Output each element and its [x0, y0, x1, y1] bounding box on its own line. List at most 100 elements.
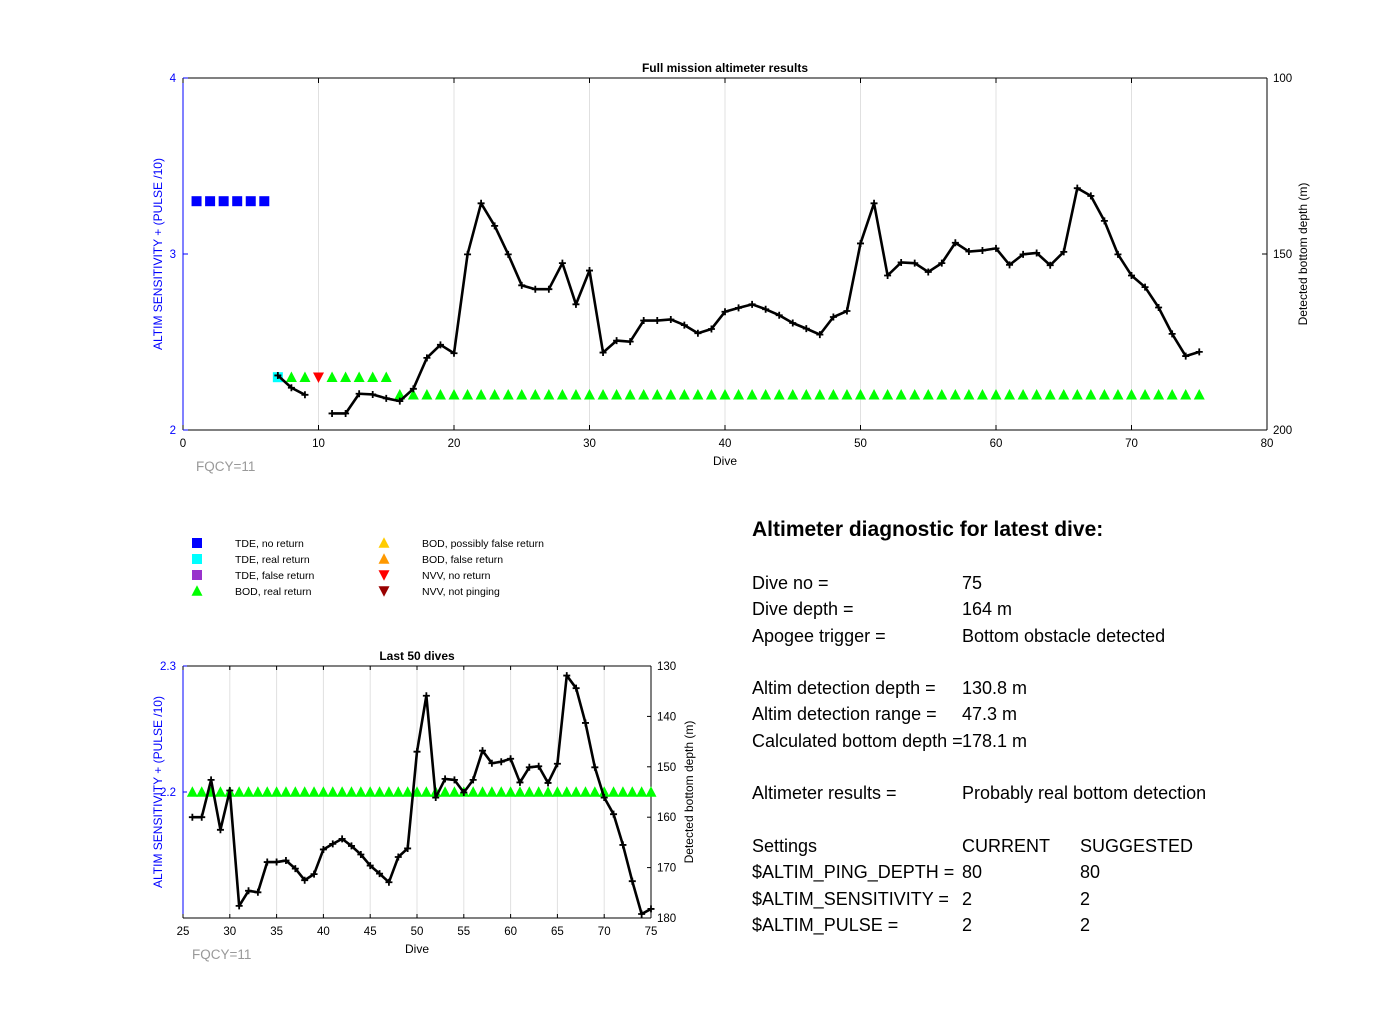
- depth-point: [680, 321, 688, 329]
- results-label: Altimeter results =: [752, 783, 897, 804]
- marker-point: [374, 786, 386, 797]
- marker-point: [252, 786, 264, 797]
- legend-label: BOD, real return: [235, 586, 312, 598]
- depth-point: [235, 902, 243, 910]
- altim-range-label: Altim detection range =: [752, 704, 937, 725]
- diagnostic-title: Altimeter diagnostic for latest dive:: [752, 518, 1104, 541]
- marker-point: [760, 389, 772, 400]
- marker-point: [551, 786, 563, 797]
- y-right-tick-label: 150: [657, 762, 676, 774]
- marker-point: [570, 389, 582, 400]
- main-chart: 0 10 20 30 40 50 60 70 80 2 3 4 100 150 200 Full missio…: [151, 61, 1310, 474]
- marker-point: [434, 389, 446, 400]
- depth-point: [600, 794, 608, 802]
- depth-point: [610, 810, 618, 818]
- depth-point: [245, 887, 253, 895]
- marker-point: [1166, 389, 1178, 400]
- altim-depth-value: 130.8 m: [962, 678, 1028, 699]
- x-tick-label: 70: [598, 926, 611, 938]
- marker-point: [340, 371, 352, 382]
- depth-point: [1100, 217, 1108, 225]
- depth-point: [653, 317, 661, 325]
- y-right-tick-label: 150: [1273, 249, 1292, 261]
- y-right-tick-label: 140: [657, 711, 676, 723]
- depth-point: [504, 250, 512, 258]
- depth-point: [1060, 248, 1068, 256]
- depth-point: [207, 776, 215, 784]
- marker-point: [746, 389, 758, 400]
- x-tick-label: 35: [270, 926, 283, 938]
- legend-label: NVV, no return: [422, 570, 491, 582]
- y-right-tick-label: 160: [657, 812, 676, 824]
- marker-point: [477, 786, 489, 797]
- marker-point: [1126, 389, 1137, 400]
- marker-point: [317, 786, 329, 797]
- x-tick-label: 50: [411, 926, 424, 938]
- legend-marker: [378, 586, 390, 597]
- marker-point: [392, 786, 404, 797]
- depth-point: [581, 719, 589, 727]
- marker-point: [308, 786, 320, 797]
- settings-label: Settings: [752, 835, 818, 856]
- depth-point: [735, 304, 743, 312]
- x-tick-label: 45: [364, 926, 377, 938]
- marker-point: [245, 196, 256, 207]
- fqcy-footnote: FQCY=11: [192, 947, 251, 962]
- marker-point: [218, 196, 229, 207]
- apogee-label: Apogee trigger =: [752, 625, 886, 646]
- depth-point: [762, 305, 770, 313]
- depth-point: [464, 250, 472, 258]
- depth-point: [924, 268, 932, 276]
- depth-point: [613, 337, 621, 345]
- marker-point: [289, 786, 301, 797]
- x-tick-label: 70: [1125, 438, 1138, 450]
- y-left-axis-label: ALTIM SENSITIVITY + (PULSE /10): [151, 158, 165, 350]
- legend-label: TDE, no return: [235, 538, 304, 550]
- y-left-tick-label: 2.2: [160, 787, 176, 799]
- marker-point: [1031, 389, 1043, 400]
- last50-chart: 25 30 35 40 45 50 55 60 65 70 75 2.2 2.3 130 140 150 160…: [151, 649, 696, 962]
- marker-point: [949, 389, 961, 400]
- marker-point: [542, 786, 554, 797]
- depth-point: [1006, 261, 1014, 269]
- marker-point: [353, 371, 365, 382]
- marker-point: [1058, 389, 1070, 400]
- marker-point: [421, 389, 433, 400]
- suggested-label: SUGGESTED: [1080, 835, 1194, 856]
- chart-title: Last 50 dives: [379, 649, 455, 663]
- legend-marker: [378, 537, 390, 548]
- legend-marker: [192, 554, 202, 564]
- depth-point: [829, 313, 837, 321]
- depth-point: [347, 842, 355, 850]
- setting-name: $ALTIM_PING_DEPTH =: [752, 862, 955, 883]
- depth-point: [857, 239, 864, 247]
- marker-point: [1017, 389, 1029, 400]
- depth-point: [951, 239, 959, 247]
- altim-depth-row: Altim detection depth = 130.8 m: [752, 675, 1392, 701]
- x-tick-label: 75: [645, 926, 658, 938]
- depth-point: [1046, 261, 1054, 269]
- altim-range-value: 47.3 m: [962, 704, 1018, 725]
- results-row: Altimeter results = Probably real bottom…: [752, 780, 1392, 806]
- marker-point: [651, 389, 663, 400]
- depth-point: [385, 878, 393, 886]
- marker-point: [597, 389, 609, 400]
- depth-point: [647, 905, 655, 913]
- depth-point: [188, 813, 196, 821]
- legend-label: BOD, possibly false return: [422, 538, 544, 550]
- marker-point: [214, 786, 226, 797]
- marker-point: [448, 389, 460, 400]
- marker-point: [598, 786, 610, 797]
- depth-point: [897, 258, 905, 266]
- marker-point: [990, 389, 1002, 400]
- marker-point: [205, 196, 216, 207]
- marker-point: [1153, 389, 1165, 400]
- marker-point: [608, 786, 620, 797]
- marker-point: [719, 389, 731, 400]
- depth-point: [338, 835, 346, 843]
- marker-point: [841, 389, 853, 400]
- marker-point: [561, 786, 573, 797]
- altim-range-row: Altim detection range = 47.3 m: [752, 701, 1392, 727]
- marker-point: [1193, 389, 1205, 400]
